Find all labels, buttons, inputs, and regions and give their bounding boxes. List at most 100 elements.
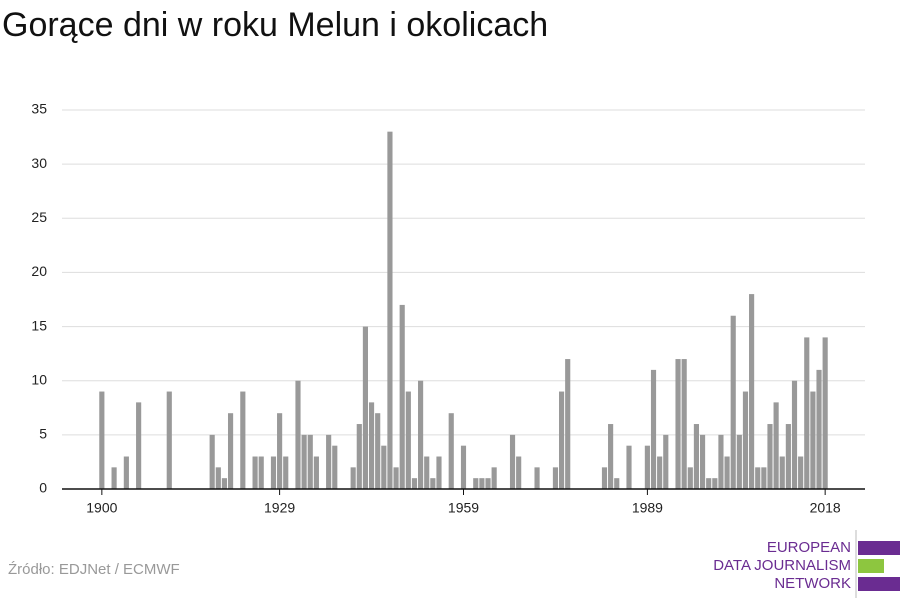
- bar: [657, 456, 663, 489]
- bar: [307, 434, 313, 489]
- bar: [430, 478, 436, 489]
- bar: [699, 434, 706, 489]
- bar: [405, 391, 411, 489]
- bar: [393, 467, 399, 489]
- bar: [779, 456, 785, 489]
- chart-title: Gorące dni w roku Melun i okolicach: [2, 6, 548, 44]
- bar: [399, 304, 405, 489]
- bar: [258, 456, 264, 489]
- y-tick-label: 0: [39, 480, 47, 496]
- bar: [301, 434, 307, 489]
- bar: [601, 467, 608, 489]
- bar: [718, 434, 724, 489]
- bar: [565, 359, 571, 489]
- bar: [332, 445, 338, 489]
- bar: [362, 326, 368, 489]
- bar: [552, 467, 559, 489]
- bar: [350, 467, 356, 489]
- bar: [761, 467, 767, 489]
- bar: [283, 456, 289, 489]
- bar: [767, 424, 773, 489]
- bar: [368, 402, 375, 489]
- bar: [326, 434, 332, 489]
- bar: [626, 445, 632, 489]
- bar: [730, 315, 736, 489]
- bar: [516, 456, 522, 489]
- bar: [295, 380, 301, 489]
- bar: [123, 456, 129, 489]
- x-tick-label: 1929: [264, 500, 295, 516]
- bar: [356, 424, 362, 489]
- bar: [136, 402, 142, 489]
- bar: [491, 467, 497, 489]
- bar: [313, 456, 319, 489]
- bar: [614, 478, 620, 489]
- logo-bar: [858, 577, 900, 591]
- bar: [460, 445, 467, 489]
- logo: EUROPEAN DATA JOURNALISM NETWORK: [713, 530, 900, 598]
- bar: [804, 337, 810, 489]
- x-tick-label: 1989: [632, 500, 663, 516]
- bar: [277, 413, 283, 489]
- bar: [675, 359, 681, 489]
- bar: [693, 424, 700, 489]
- logo-bar: [858, 541, 900, 555]
- bar: [791, 380, 798, 489]
- bar: [724, 456, 730, 489]
- bar: [736, 434, 742, 489]
- bar: [485, 478, 491, 489]
- x-tick-label: 1900: [86, 500, 117, 516]
- y-tick-label: 5: [39, 426, 47, 442]
- bar: [534, 467, 540, 489]
- bar: [559, 391, 565, 489]
- bar: [424, 456, 430, 489]
- bar: [411, 478, 418, 489]
- bar: [712, 478, 718, 489]
- x-tick-label: 2018: [810, 500, 841, 516]
- y-tick-label: 15: [31, 317, 47, 333]
- y-tick-label: 25: [31, 209, 47, 225]
- bar: [509, 434, 516, 489]
- bar: [822, 337, 828, 489]
- bar: [755, 467, 761, 489]
- logo-text: DATA JOURNALISM: [713, 557, 851, 574]
- bar: [706, 478, 712, 489]
- bar: [650, 369, 657, 489]
- logo-text: EUROPEAN: [767, 539, 851, 556]
- y-tick-label: 10: [31, 371, 47, 387]
- bar: [448, 413, 454, 489]
- bar: [375, 413, 381, 489]
- bar: [644, 445, 650, 489]
- logo-text: NETWORK: [774, 575, 851, 592]
- bar: [252, 456, 258, 489]
- bar: [221, 478, 228, 489]
- bar: [240, 391, 246, 489]
- bar: [773, 402, 779, 489]
- bar: [479, 478, 485, 489]
- bar: [381, 445, 387, 489]
- bar: [681, 359, 687, 489]
- bar: [810, 391, 816, 489]
- bar: [785, 424, 791, 489]
- bar: [166, 391, 172, 489]
- bar: [473, 478, 479, 489]
- bar: [99, 391, 105, 489]
- bar: [111, 467, 117, 489]
- source: Źródło: EDJNet / ECMWF: [8, 561, 180, 578]
- bar: [227, 413, 234, 489]
- bar: [816, 369, 822, 489]
- bar: [749, 294, 755, 489]
- bar: [209, 434, 215, 489]
- logo-bar: [858, 559, 884, 573]
- bar: [798, 456, 804, 489]
- bar: [270, 456, 277, 489]
- bar: [436, 456, 442, 489]
- bar: [663, 434, 669, 489]
- x-tick-label: 1959: [448, 500, 479, 516]
- bar: [608, 424, 614, 489]
- y-tick-label: 30: [31, 155, 47, 171]
- bar: [742, 391, 749, 489]
- bar: [418, 380, 424, 489]
- bar: [687, 467, 693, 489]
